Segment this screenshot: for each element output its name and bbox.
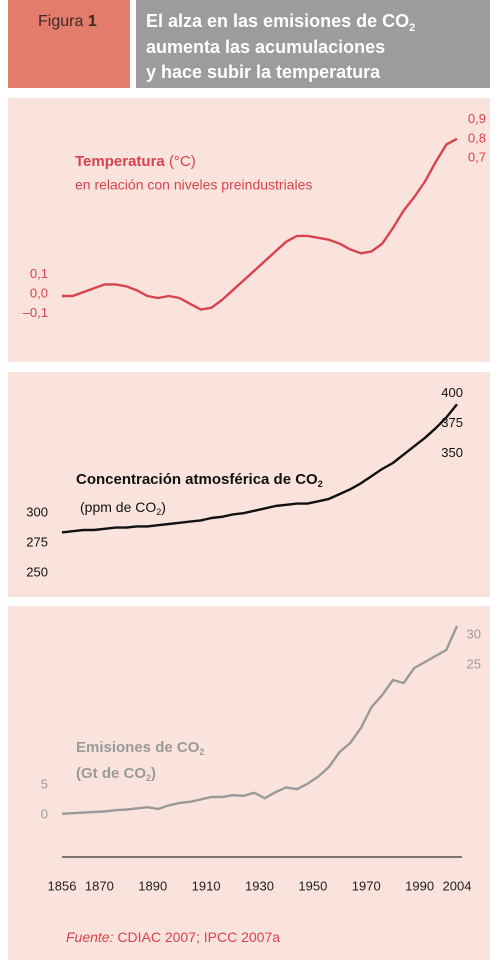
unit-text: (Gt de CO [76,765,146,782]
y2-tick-label: 350 [441,445,463,460]
figure-number: 1 [88,13,97,30]
unit-sub: 2 [156,507,161,517]
y2-tick-label: 0,8 [468,130,486,145]
panel [8,372,490,597]
label-name: Temperatura [75,153,165,170]
data-line [61,625,459,815]
title-line: y hace subir la temperatura [146,62,381,82]
x-tick-label: 1910 [192,878,221,893]
x-tick-label: 1890 [138,878,167,893]
data-line [61,403,458,534]
source: Fuente: CDIAC 2007; IPCC 2007a [66,929,280,945]
y-tick-label: 0,0 [30,286,48,301]
source-text: CDIAC 2007; IPCC 2007a [117,929,280,945]
title-line: aumenta las acumulaciones [146,37,385,57]
source-label: Fuente: [66,929,114,945]
title-text: El alza en las emisiones de CO [146,11,409,31]
y-tick-label: 300 [26,505,48,520]
series-unit: (Gt de CO2) [76,765,156,783]
series-unit: (ppm de CO2) [80,499,166,518]
figure-label-box [8,0,130,88]
y-tick-label: 250 [26,565,48,580]
y2-tick-label: 0,7 [468,150,486,165]
unit-close: ) [151,765,156,782]
label-unit: (°C) [169,153,196,170]
y-tick-label: –0,1 [23,305,48,320]
y-tick-label: 275 [26,535,48,550]
series-note: en relación con niveles preindustriales [75,177,312,193]
x-tick-label: 1930 [245,878,274,893]
x-tick-label: 2004 [443,878,472,893]
unit-text: (ppm de CO [80,499,156,515]
series-label: Emisiones de CO2 [76,739,204,757]
x-tick-label: 1950 [298,878,327,893]
series-label: Concentración atmosférica de CO2 [76,471,323,489]
title-box [136,0,490,88]
y2-tick-label: 400 [441,385,463,400]
unit-sub: 2 [146,773,151,783]
y2-tick-label: 25 [467,656,481,671]
unit-close: ) [161,499,166,515]
x-tick-label: 1856 [48,878,77,893]
series-label: Temperatura (°C) [75,153,196,170]
y2-tick-label: 375 [441,415,463,430]
y2-tick-label: 30 [467,626,481,641]
x-tick-label: 1870 [85,878,114,893]
title-sub: 2 [409,22,415,34]
y-tick-label: 5 [41,776,48,791]
x-tick-label: 1990 [405,878,434,893]
panel [8,98,490,362]
y2-tick-label: 0,9 [468,111,486,126]
y-tick-label: 0 [41,806,48,821]
label-name: Concentración atmosférica de CO [76,471,318,488]
title-line: El alza en las emisiones de CO2 [146,11,415,34]
x-tick-label: 1970 [352,878,381,893]
data-line [62,137,458,311]
panel [8,606,490,960]
label-sub: 2 [318,479,323,489]
figure-label: Figura 1 [38,13,97,30]
label-name: Emisiones de CO [76,739,200,756]
label-sub: 2 [199,747,204,757]
figure-word: Figura [38,13,83,30]
y-tick-label: 0,1 [30,266,48,281]
